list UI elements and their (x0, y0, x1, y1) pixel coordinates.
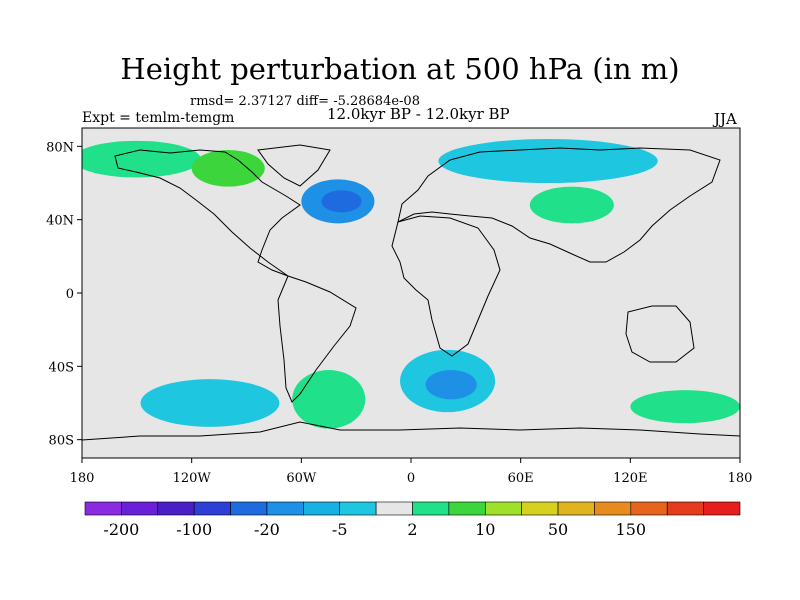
anomaly-region-5 (529, 186, 614, 224)
colorbar-swatch-5 (266, 501, 304, 516)
colorbar-label-0: -200 (103, 520, 139, 539)
colorbar: -200 -100 -20 -5 2 10 50 150 (84, 501, 741, 539)
north-america-coast (114, 149, 301, 277)
anomaly-region-3 (321, 190, 362, 213)
lat-tick-label-1: 40N (46, 214, 74, 229)
anomaly-region-0 (82, 140, 201, 178)
colorbar-swatch-1 (121, 501, 159, 516)
colorbar-swatch-8 (375, 501, 413, 516)
colorbar-swatch-2 (157, 501, 195, 516)
lat-tick-label-0: 80N (46, 140, 74, 155)
colorbar-label-2: -20 (254, 520, 280, 539)
anomaly-region-7 (292, 370, 366, 429)
colorbar-swatch-11 (484, 501, 522, 516)
colorbar-swatch-4 (230, 501, 268, 516)
experiment-label: Expt = temlm-temgm (82, 110, 235, 126)
lat-tick-label-2: 0 (66, 287, 74, 302)
anomaly-region-4 (438, 139, 658, 183)
colorbar-swatch-17 (703, 501, 741, 516)
anomaly-region-6 (140, 379, 280, 427)
colorbar-swatch-15 (630, 501, 668, 516)
lon-tick-label-0: 180 (70, 471, 95, 486)
chart-title: Height perturbation at 500 hPa (in m) (120, 52, 680, 86)
lon-tick-label-2: 60W (286, 471, 317, 486)
colorbar-swatch-10 (448, 501, 486, 516)
colorbar-swatch-0 (84, 501, 122, 516)
colorbar-swatch-6 (303, 501, 341, 516)
colorbar-label-6: 50 (548, 520, 568, 539)
season-label: JJA (714, 110, 737, 128)
south-america-coast (277, 275, 357, 403)
lon-tick-label-4: 60E (508, 471, 534, 486)
anomaly-region-10 (630, 390, 740, 424)
lat-tick-label-4: 80S (49, 434, 74, 449)
colorbar-swatch-13 (557, 501, 595, 516)
colorbar-swatch-12 (521, 501, 559, 516)
colorbar-swatch-3 (193, 501, 231, 516)
colorbar-label-3: -5 (332, 520, 348, 539)
eurasia-coast (397, 147, 721, 263)
period-label: 12.0kyr BP - 12.0kyr BP (327, 105, 510, 123)
lon-tick-label-5: 120E (613, 471, 647, 486)
antarctica-coast (82, 421, 740, 441)
colorbar-swatch-14 (594, 501, 632, 516)
map-axes: 80N 40N 0 40S 80S 180 120W 60W 0 60E 120E 180 (46, 140, 752, 486)
africa-coast (391, 215, 501, 357)
colorbar-label-7: 150 (616, 520, 647, 539)
australia-coast (625, 305, 695, 363)
stats-line: rmsd= 2.37127 diff= -5.28684e-08 (190, 94, 420, 109)
colorbar-swatch-16 (666, 501, 704, 516)
anomaly-region-9 (425, 370, 477, 400)
lat-tick-label-3: 40S (49, 360, 74, 375)
lon-tick-label-3: 0 (407, 471, 415, 486)
colorbar-swatch-9 (412, 501, 450, 516)
lon-tick-label-1: 120W (173, 471, 212, 486)
lon-tick-label-6: 180 (728, 471, 753, 486)
colorbar-swatch-7 (339, 501, 377, 516)
colorbar-label-5: 10 (475, 520, 495, 539)
coastlines (82, 144, 740, 441)
greenland-coast (257, 144, 331, 187)
colorbar-label-1: -100 (176, 520, 212, 539)
colorbar-label-4: 2 (407, 520, 417, 539)
anomaly-region-1 (191, 150, 265, 187)
